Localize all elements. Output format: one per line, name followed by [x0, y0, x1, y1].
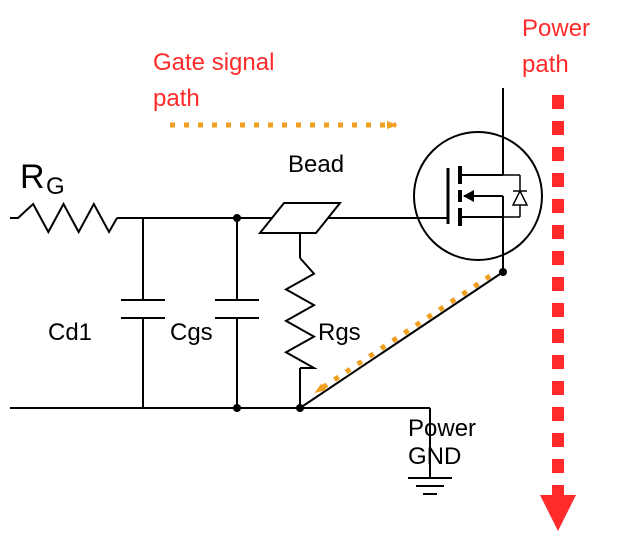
label-power-path-1: Power — [522, 15, 590, 42]
label-gate-signal-2: path — [153, 85, 200, 112]
label-gate-signal-1: Gate signal — [153, 49, 274, 76]
label-cgs: Cgs — [170, 319, 213, 346]
label-bead: Bead — [288, 151, 344, 178]
junction-node — [233, 214, 241, 222]
label-power-path-2: path — [522, 51, 569, 78]
resistor-rg — [10, 204, 117, 232]
label-cd1: Cd1 — [48, 319, 92, 346]
label-power-gnd-1: Power — [408, 415, 476, 442]
svg-text:R: R — [20, 158, 45, 196]
label-power-gnd-2: GND — [408, 443, 461, 470]
res-rgs-zigzag — [286, 258, 314, 368]
svg-text:G: G — [46, 173, 65, 200]
junction-node — [499, 268, 507, 276]
mosfet — [405, 88, 542, 272]
ferrite-bead — [260, 203, 340, 233]
label-rg: RG — [20, 158, 65, 200]
junction-node — [233, 404, 241, 412]
label-rgs: Rgs — [318, 319, 361, 346]
junction-node — [296, 404, 304, 412]
